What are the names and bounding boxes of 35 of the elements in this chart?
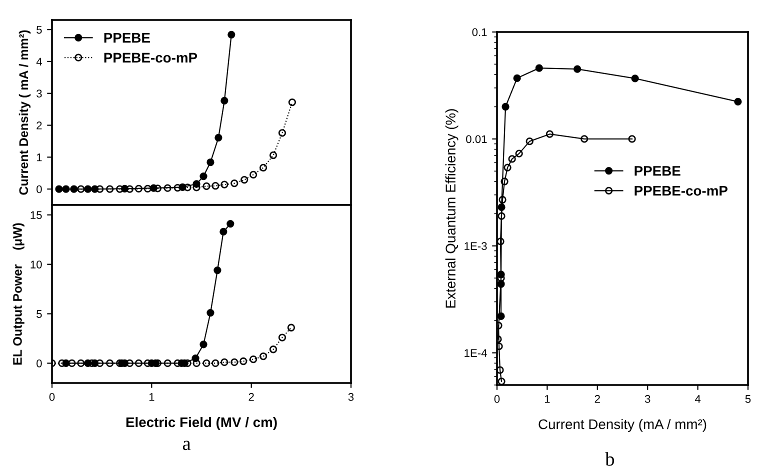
y-tick-label: 2	[36, 122, 42, 130]
x-tick-label: 0	[494, 395, 500, 403]
y-tick-label: 0	[36, 359, 42, 368]
x-tick-label: 0	[49, 393, 55, 401]
legend-label: PPEBE	[104, 33, 150, 43]
y-tick-label: 4	[36, 58, 42, 66]
x-tick-label: 3	[644, 395, 650, 403]
y-tick-label: 1E-3	[464, 242, 487, 250]
x-tick-label: 4	[694, 395, 701, 403]
y-axis-title: EL Output Power (μW)	[12, 223, 24, 365]
legend-label: PPEBE-co-mP	[104, 52, 198, 63]
x-axis-title: Electric Field (MV / cm)	[126, 416, 277, 430]
text: a	[182, 440, 191, 450]
y-tick-label: 0.1	[472, 28, 487, 36]
x-tick-label: 5	[745, 395, 751, 403]
y-tick-label: 15	[30, 211, 42, 220]
x-tick-label: 3	[348, 393, 354, 401]
y-tick-label: 1	[36, 154, 42, 162]
y-tick-label: 0	[36, 185, 42, 194]
x-tick-label: 2	[594, 395, 600, 403]
legend-label: PPEBE-co-mP	[634, 186, 728, 196]
y-tick-label: 3	[36, 90, 42, 98]
y-tick-label: 10	[30, 260, 42, 268]
text: b	[605, 452, 614, 466]
y-tick-label: 0.01	[466, 135, 487, 144]
x-axis-title: Current Density (mA / mm²)	[538, 418, 706, 432]
y-tick-label: 5	[36, 310, 42, 318]
y-tick-label: 1E-4	[464, 349, 487, 357]
y-axis-title: External Quantum Efficiency (%)	[445, 109, 458, 308]
x-tick-label: 2	[248, 393, 254, 401]
x-tick-label: 1	[149, 393, 154, 401]
legend-label: PPEBE	[634, 166, 680, 176]
y-tick-label: 5	[36, 26, 42, 34]
y-axis-title: Current Density ( mA / mm²)	[18, 30, 31, 195]
x-tick-label: 1	[544, 395, 550, 403]
